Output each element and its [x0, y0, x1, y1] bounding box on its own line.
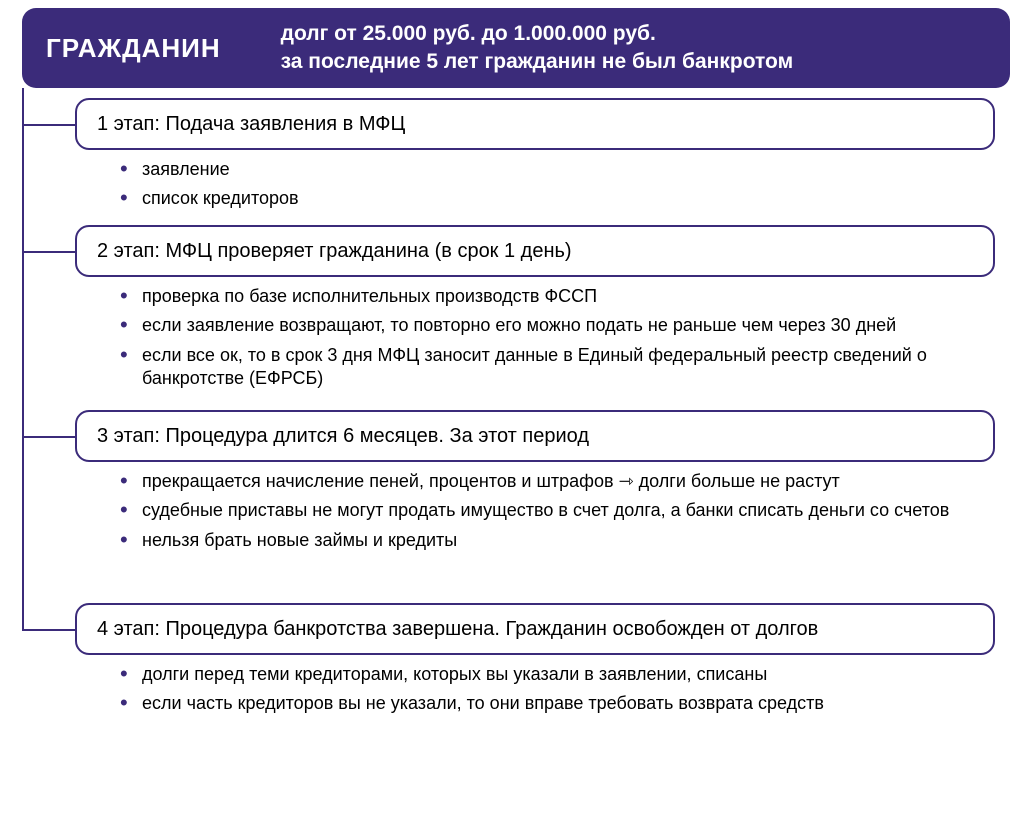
connector-h-3	[22, 436, 75, 438]
section-4-box: 4 этап: Процедура банкротства завершена.…	[75, 603, 995, 655]
section-3-bullet-1: судебные приставы не могут продать имуще…	[120, 499, 990, 522]
section-1-bullet-0: заявление	[120, 158, 990, 181]
section-1-bullet-1: список кредиторов	[120, 187, 990, 210]
section-3-box: 3 этап: Процедура длится 6 месяцев. За э…	[75, 410, 995, 462]
diagram-container: ГРАЖДАНИН долг от 25.000 руб. до 1.000.0…	[0, 0, 1024, 833]
section-4-bullet-0: долги перед теми кредиторами, которых вы…	[120, 663, 990, 686]
section-4-title: 4 этап: Процедура банкротства завершена.…	[97, 617, 818, 642]
section-2-box: 2 этап: МФЦ проверяет гражданина (в срок…	[75, 225, 995, 277]
section-4-bullet-1: если часть кредиторов вы не указали, то …	[120, 692, 990, 715]
section-3-bullet-0: прекращается начисление пеней, процентов…	[120, 470, 990, 493]
section-1-title: 1 этап: Подача заявления в МФЦ	[97, 112, 405, 137]
connector-h-1	[22, 124, 75, 126]
connector-h-2	[22, 251, 75, 253]
header-label: ГРАЖДАНИН	[46, 33, 221, 64]
section-1-bullets: заявление список кредиторов	[120, 158, 990, 217]
section-1-box: 1 этап: Подача заявления в МФЦ	[75, 98, 995, 150]
header-desc-line1: долг от 25.000 руб. до 1.000.000 руб.	[281, 22, 656, 45]
section-2-bullet-0: проверка по базе исполнительных производ…	[120, 285, 990, 308]
section-2-bullet-2: если все ок, то в срок 3 дня МФЦ заносит…	[120, 344, 990, 391]
section-2-bullets: проверка по базе исполнительных производ…	[120, 285, 990, 397]
header-desc-line2: за последние 5 лет гражданин не был банк…	[281, 50, 793, 73]
connector-main-vertical	[22, 88, 24, 629]
header-description: долг от 25.000 руб. до 1.000.000 руб. за…	[281, 20, 793, 77]
section-3-bullet-2: нельзя брать новые займы и кредиты	[120, 529, 990, 552]
header-box: ГРАЖДАНИН долг от 25.000 руб. до 1.000.0…	[22, 8, 1010, 88]
section-3-title: 3 этап: Процедура длится 6 месяцев. За э…	[97, 424, 589, 449]
section-2-bullet-1: если заявление возвращают, то повторно е…	[120, 314, 990, 337]
connector-h-4	[22, 629, 75, 631]
section-4-bullets: долги перед теми кредиторами, которых вы…	[120, 663, 990, 722]
section-2-title: 2 этап: МФЦ проверяет гражданина (в срок…	[97, 239, 572, 264]
section-3-bullets: прекращается начисление пеней, процентов…	[120, 470, 990, 558]
